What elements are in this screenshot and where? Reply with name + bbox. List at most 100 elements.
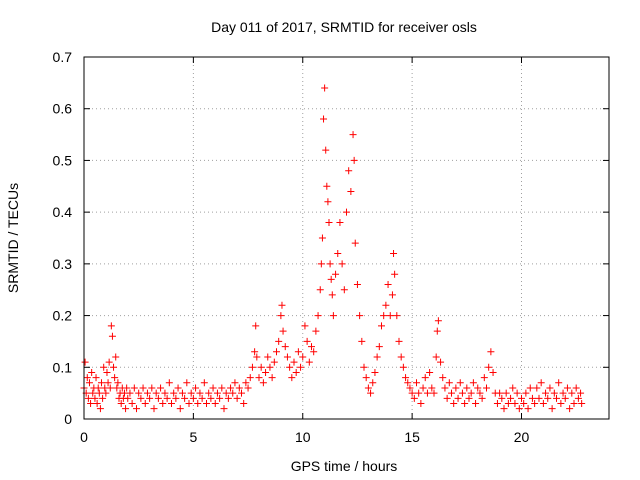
data-point (561, 394, 569, 402)
data-point (93, 399, 101, 407)
data-point (130, 384, 138, 392)
data-point (224, 394, 232, 402)
data-point (112, 353, 120, 361)
data-point (493, 399, 501, 407)
data-point (553, 394, 560, 402)
data-point (108, 332, 116, 340)
data-point (578, 399, 586, 407)
data-point (92, 374, 100, 382)
data-point (520, 399, 528, 407)
data-point (216, 394, 224, 402)
data-point (297, 363, 305, 371)
data-point (102, 389, 110, 397)
data-point (437, 358, 445, 366)
data-point (176, 405, 184, 413)
data-point (220, 405, 228, 413)
data-point (95, 389, 103, 397)
data-point (94, 384, 102, 392)
data-point (264, 353, 272, 361)
data-point (183, 379, 191, 387)
data-point (198, 394, 206, 402)
data-point (483, 384, 490, 392)
data-point (388, 291, 396, 299)
data-point (275, 337, 283, 345)
data-point (326, 260, 334, 268)
x-tick-label: 15 (404, 429, 420, 445)
data-point (504, 399, 512, 407)
data-point (314, 312, 322, 320)
data-point (110, 363, 118, 371)
data-point (159, 399, 167, 407)
data-point (279, 327, 287, 335)
data-point (378, 322, 385, 330)
data-point (375, 343, 383, 351)
data-point (524, 405, 532, 413)
data-point (542, 389, 550, 397)
data-point (360, 363, 368, 371)
axis-ticks: 0 5 10 15 20 0 0.1 0.2 0.3 0.4 0.5 0.6 0.7 (53, 49, 609, 445)
data-point (305, 358, 313, 366)
data-point (266, 363, 274, 371)
data-point (196, 389, 204, 397)
data-point (154, 394, 162, 402)
data-point (402, 374, 410, 382)
data-point (106, 384, 114, 392)
x-axis-title: GPS time / hours (291, 458, 398, 474)
data-point (262, 368, 270, 376)
data-point (211, 399, 219, 407)
data-point (325, 218, 333, 226)
data-point (500, 405, 508, 413)
data-point (358, 337, 366, 345)
data-point (251, 348, 259, 356)
data-point (570, 399, 578, 407)
data-point (288, 374, 296, 382)
data-point (480, 374, 488, 382)
data-point (364, 384, 372, 392)
data-point (303, 337, 311, 345)
data-point (312, 327, 320, 335)
data-point (87, 399, 95, 407)
y-tick-label: 0.1 (53, 359, 73, 375)
data-point (137, 394, 145, 402)
data-point (233, 394, 241, 402)
data-point (340, 286, 348, 294)
data-point (535, 394, 543, 402)
data-point (146, 394, 154, 402)
data-point (507, 394, 515, 402)
data-point (476, 389, 484, 397)
x-tick-label: 20 (514, 429, 530, 445)
data-point (126, 389, 134, 397)
data-point (273, 348, 280, 356)
data-point (452, 384, 460, 392)
data-point (489, 368, 497, 376)
data-point (81, 358, 89, 366)
data-point (278, 301, 286, 309)
data-point (168, 399, 175, 407)
data-point (417, 399, 425, 407)
data-point (107, 322, 115, 330)
data-point (88, 368, 96, 376)
data-point (91, 394, 99, 402)
data-point (410, 394, 418, 402)
data-point (350, 156, 358, 164)
data-point (430, 389, 438, 397)
data-point (413, 379, 420, 387)
plot-frame (83, 56, 610, 420)
data-point (246, 374, 254, 382)
data-point (395, 337, 403, 345)
data-point (192, 384, 200, 392)
data-point (373, 353, 381, 361)
data-point (568, 389, 576, 397)
data-point (577, 389, 585, 397)
data-point (332, 270, 340, 278)
data-point (351, 239, 359, 247)
data-point (443, 394, 451, 402)
data-point (299, 353, 307, 361)
data-point (117, 399, 125, 407)
data-point (513, 389, 521, 397)
data-point (423, 389, 431, 397)
data-point (544, 394, 552, 402)
data-point (461, 399, 469, 407)
data-point (382, 301, 390, 309)
